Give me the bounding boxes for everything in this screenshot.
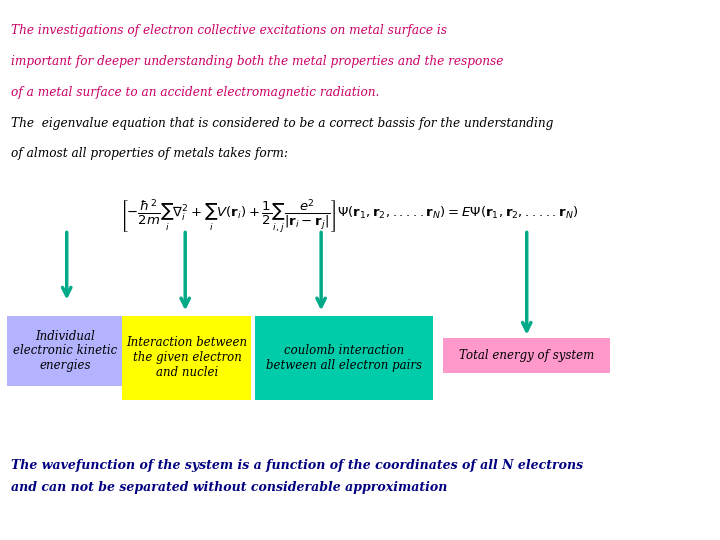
Text: The  eigenvalue equation that is considered to be a correct bassis for the under: The eigenvalue equation that is consider… xyxy=(11,117,554,130)
Text: of almost all properties of metals takes form:: of almost all properties of metals takes… xyxy=(11,147,288,160)
Text: coulomb interaction
between all electron pairs: coulomb interaction between all electron… xyxy=(266,344,422,372)
Text: $\left[-\dfrac{\hbar^{2}}{2m}\sum_{i}\nabla_{i}^{2}+\sum_{i}V(\mathbf{r}_{i})+\d: $\left[-\dfrac{\hbar^{2}}{2m}\sum_{i}\na… xyxy=(120,197,578,235)
FancyBboxPatch shape xyxy=(255,316,433,400)
Text: The wavefunction of the system is a function of the coordinates of all N electro: The wavefunction of the system is a func… xyxy=(11,459,583,472)
Text: Total energy of system: Total energy of system xyxy=(459,348,595,362)
Text: important for deeper understanding both the metal properties and the response: important for deeper understanding both … xyxy=(11,55,503,68)
FancyBboxPatch shape xyxy=(443,338,611,373)
FancyBboxPatch shape xyxy=(7,316,122,386)
Text: of a metal surface to an accident electromagnetic radiation.: of a metal surface to an accident electr… xyxy=(11,86,379,99)
Text: The investigations of electron collective excitations on metal surface is: The investigations of electron collectiv… xyxy=(11,24,447,37)
Text: Interaction between
the given electron
and nuclei: Interaction between the given electron a… xyxy=(127,336,248,379)
Text: and can not be separated without considerable approximation: and can not be separated without conside… xyxy=(11,481,447,494)
Text: Individual
electronic kinetic
energies: Individual electronic kinetic energies xyxy=(13,329,117,373)
FancyBboxPatch shape xyxy=(122,316,251,400)
